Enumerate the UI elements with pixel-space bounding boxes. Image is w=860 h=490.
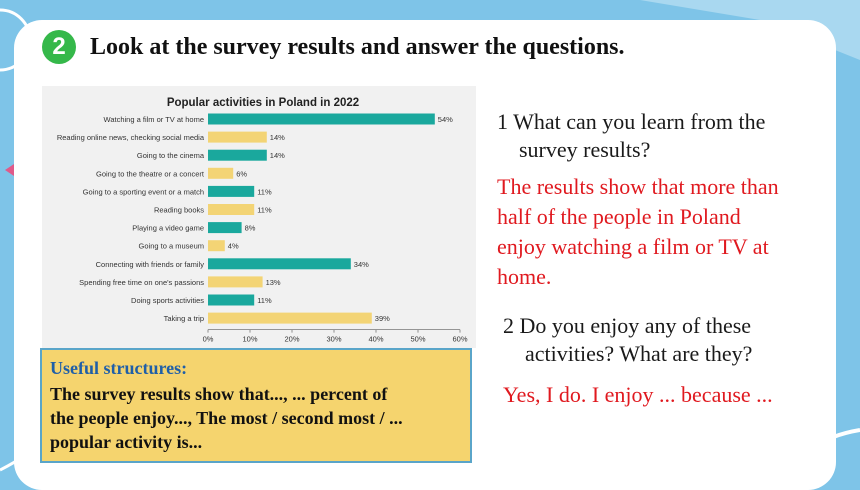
answer-1-line: half of the people in Poland (497, 204, 741, 229)
bar (208, 294, 255, 306)
answer-1: The results show that more than half of … (497, 172, 779, 292)
bar-chart-svg: Popular activities in Poland in 2022 Watc… (57, 97, 468, 344)
bar (208, 113, 435, 125)
category-label: Watching a film or TV at home (104, 115, 204, 124)
bar (208, 204, 255, 215)
bar (208, 222, 242, 234)
question-1: 1 What can you learn from the survey res… (497, 108, 765, 164)
x-tick-label: 20% (284, 335, 299, 344)
useful-structures-title: Useful structures: (50, 358, 188, 378)
category-label: Going to a museum (139, 242, 204, 251)
bar (208, 131, 267, 143)
category-label: Going to the cinema (137, 151, 205, 160)
survey-chart: Popular activities in Poland in 2022 Watc… (42, 86, 476, 348)
value-label: 54% (438, 115, 453, 124)
useful-structures-box: Useful structures: The survey results sh… (40, 348, 472, 463)
value-label: 4% (228, 242, 239, 251)
category-label: Reading books (154, 206, 204, 215)
value-label: 6% (236, 169, 247, 178)
bar (208, 240, 225, 252)
question-2-line: 2 Do you enjoy any of these (503, 313, 752, 338)
answer-2: Yes, I do. I enjoy ... because ... (503, 382, 773, 407)
x-tick-label: 50% (410, 335, 425, 344)
category-label: Doing sports activities (131, 296, 204, 305)
question-2-line: activities? What are they? (525, 341, 753, 366)
bar (208, 312, 372, 324)
chart-title: Popular activities in Poland in 2022 (167, 97, 359, 109)
value-label: 11% (257, 187, 272, 196)
category-label: Playing a video game (132, 224, 204, 233)
bar (208, 276, 263, 288)
value-label: 11% (257, 206, 272, 215)
x-tick-label: 40% (368, 335, 383, 344)
x-tick-label: 30% (326, 335, 341, 344)
value-label: 14% (270, 133, 285, 142)
value-label: 8% (245, 224, 256, 233)
useful-structures-line: the people enjoy..., The most / second m… (50, 408, 403, 428)
question-2: 2 Do you enjoy any of these activities? … (503, 312, 752, 368)
category-label: Spending free time on one's passions (79, 278, 204, 287)
answer-1-line: enjoy watching a film or TV at (497, 234, 769, 259)
value-label: 14% (270, 151, 285, 160)
value-label: 11% (257, 296, 272, 305)
x-tick-label: 60% (452, 335, 467, 344)
category-label: Going to a sporting event or a match (83, 187, 204, 196)
category-label: Connecting with friends or family (96, 260, 205, 269)
answer-1-line: home. (497, 264, 552, 289)
bar (208, 185, 255, 197)
bar (208, 167, 234, 179)
value-label: 13% (266, 278, 281, 287)
value-label: 34% (354, 260, 369, 269)
bar (208, 258, 351, 270)
x-tick-label: 0% (203, 335, 214, 344)
page-heading: Look at the survey results and answer th… (90, 34, 625, 60)
bar (208, 149, 267, 161)
category-label: Taking a trip (164, 314, 204, 323)
answer-1-line: The results show that more than (497, 174, 779, 199)
x-tick-label: 10% (242, 335, 257, 344)
question-1-line: survey results? (519, 137, 651, 162)
useful-structures-line: popular activity is... (50, 432, 203, 452)
step-number-badge: 2 (42, 30, 76, 64)
question-1-line: 1 What can you learn from the (497, 109, 766, 134)
useful-structures-line: The survey results show that..., ... per… (50, 384, 388, 404)
value-label: 39% (375, 314, 390, 323)
category-label: Reading online news, checking social med… (57, 133, 205, 142)
category-label: Going to the theatre or a concert (96, 169, 205, 178)
